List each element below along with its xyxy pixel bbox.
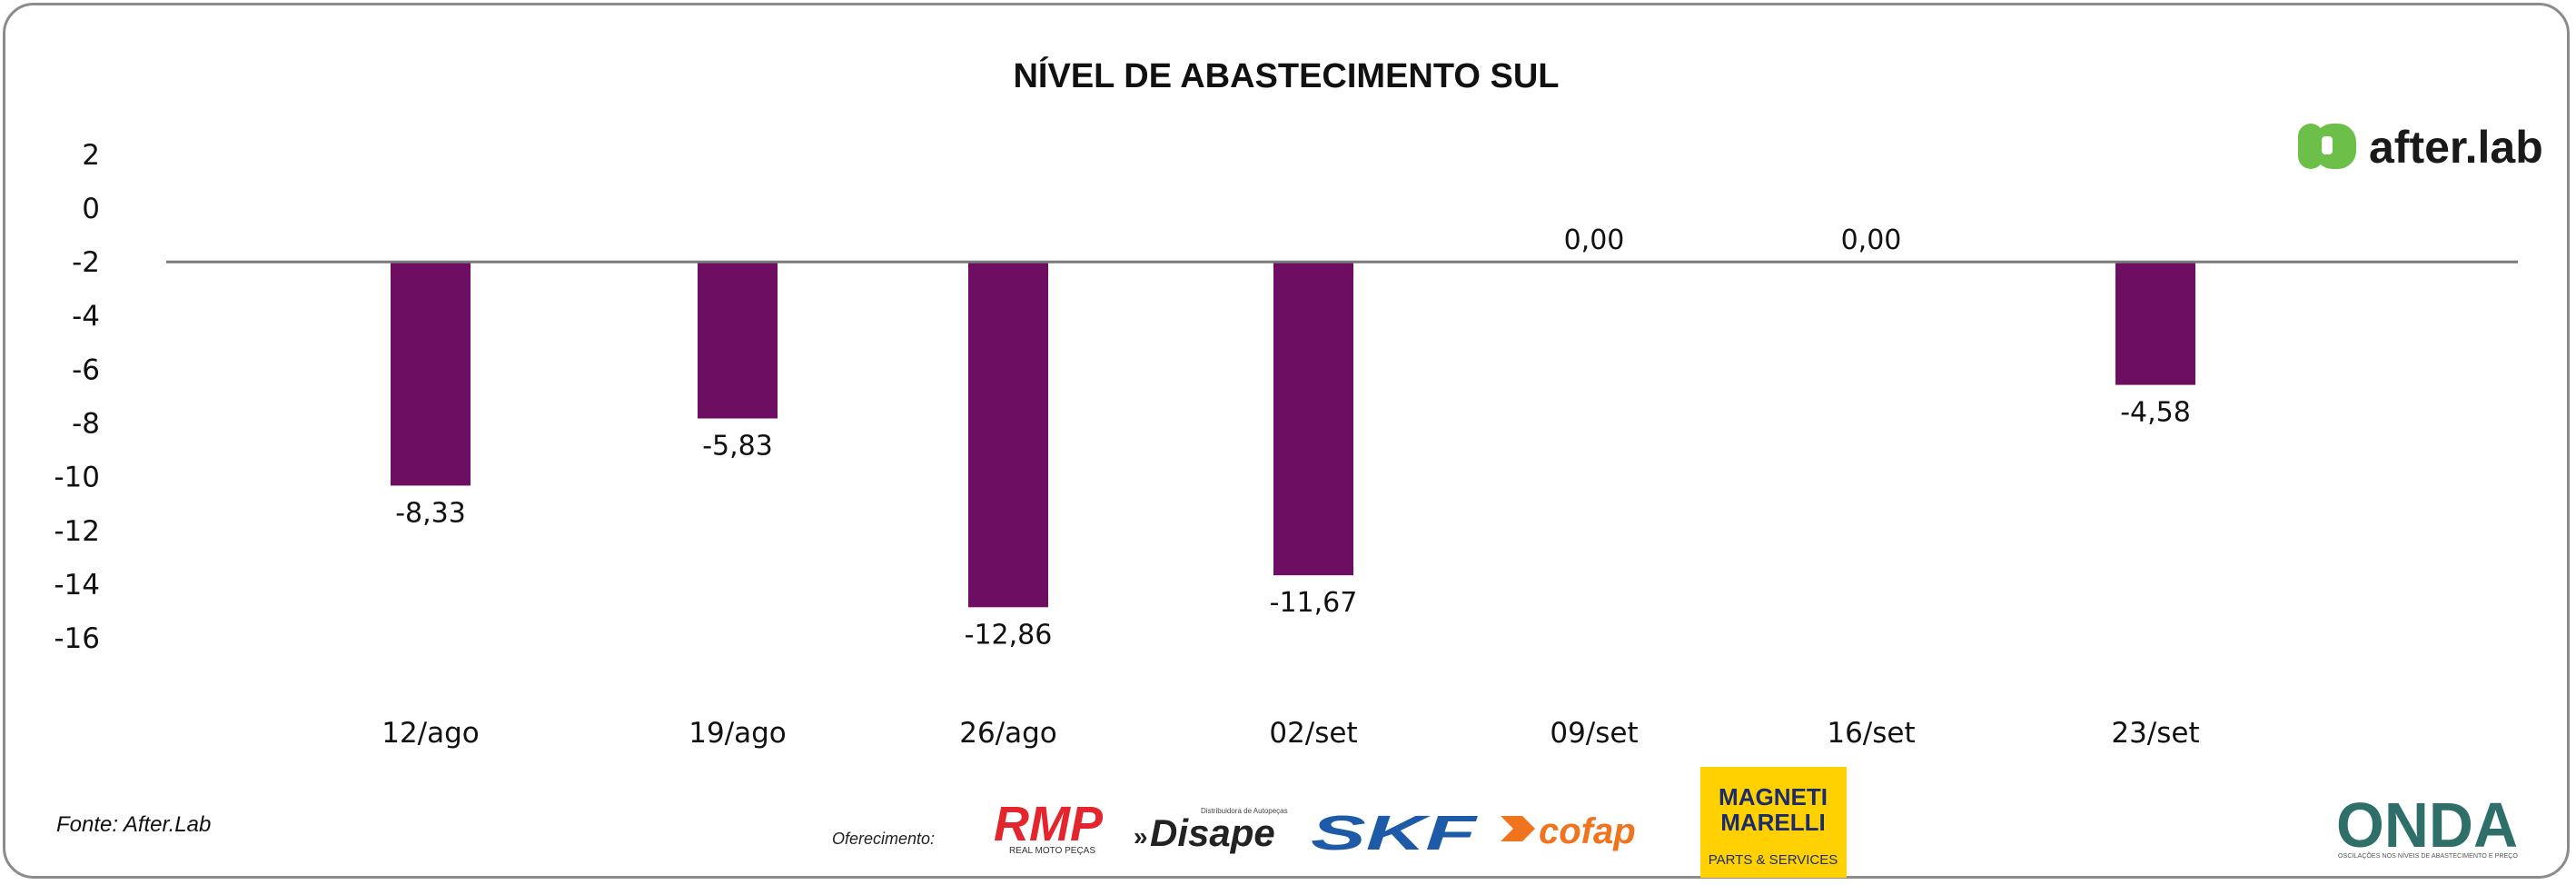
y-tick-label: 2 — [82, 139, 100, 172]
skf-logo-text: SKF — [1311, 806, 1479, 860]
bar — [391, 262, 471, 486]
bar-value-label: -8,33 — [395, 497, 466, 529]
onda-logo: ONDA OSCILAÇÕES NOS NÍVEIS DE ABASTECIME… — [2336, 790, 2519, 860]
bar-value-label: 0,00 — [1564, 224, 1625, 256]
bar-series — [391, 262, 2195, 608]
svg-text:»: » — [1134, 822, 1148, 850]
rmp-logo-text: RMP — [994, 797, 1104, 851]
y-axis: 2 0 -2 -4 -6 -8 -10 -12 -14 -16 — [54, 139, 100, 655]
x-tick-label: 16/set — [1827, 717, 1915, 750]
sponsor-label: Oferecimento: — [832, 830, 935, 848]
magneti-logo-mid: MARELLI — [1720, 809, 1826, 836]
bar — [698, 262, 778, 419]
disape-logo-subtext: Distribuidora de Autopeças — [1201, 807, 1288, 815]
y-tick-label: -14 — [54, 569, 100, 602]
bar-value-label: -4,58 — [2120, 397, 2191, 429]
magneti-marelli-logo: MAGNETI MARELLI PARTS & SERVICES — [1700, 767, 1847, 878]
rmp-logo: RMP REAL MOTO PEÇAS — [994, 797, 1104, 856]
x-axis: 12/ago 19/ago 26/ago 02/set 09/set 16/set 23/s… — [381, 717, 2199, 750]
disape-logo-text: Disape — [1150, 811, 1275, 854]
bar — [2115, 262, 2195, 385]
bar — [1273, 262, 1353, 576]
bar-value-label: -5,83 — [702, 431, 773, 462]
y-tick-label: -8 — [72, 408, 100, 441]
data-labels: -8,33 -5,83 -12,86 -11,67 0,00 0,00 -4,58 — [395, 224, 2191, 651]
afterlab-logo: after.lab — [2298, 122, 2543, 173]
y-tick-label: -4 — [72, 300, 100, 333]
magneti-logo-top: MAGNETI — [1719, 783, 1828, 810]
onda-logo-text: ONDA — [2336, 790, 2518, 860]
x-tick-label: 12/ago — [381, 717, 480, 750]
disape-logo: » Disape Distribuidora de Autopeças — [1134, 807, 1288, 854]
chart-title: NÍVEL DE ABASTECIMENTO SUL — [1013, 55, 1559, 95]
x-tick-label: 26/ago — [959, 717, 1057, 750]
y-tick-label: -2 — [72, 246, 100, 279]
y-tick-label: -16 — [54, 622, 100, 655]
bar-value-label: 0,00 — [1841, 224, 1902, 256]
onda-logo-subtext: OSCILAÇÕES NOS NÍVEIS DE ABASTECIMENTO E… — [2338, 851, 2519, 860]
y-tick-label: 0 — [82, 193, 100, 225]
bar-value-label: -12,86 — [965, 619, 1053, 651]
y-tick-label: -10 — [54, 462, 100, 494]
skf-logo: SKF — [1311, 806, 1479, 860]
y-tick-label: -12 — [54, 515, 100, 548]
x-tick-label: 23/set — [2111, 717, 2199, 750]
bar-value-label: -11,67 — [1270, 587, 1358, 619]
cofap-logo-text: cofap — [1539, 811, 1636, 851]
bar — [968, 262, 1048, 608]
rmp-logo-subtext: REAL MOTO PEÇAS — [1009, 846, 1095, 856]
x-tick-label: 09/set — [1550, 717, 1638, 750]
x-tick-label: 02/set — [1269, 717, 1357, 750]
cofap-logo: cofap — [1501, 811, 1636, 851]
x-tick-label: 19/ago — [689, 717, 787, 750]
afterlab-logo-text: after.lab — [2369, 122, 2543, 173]
y-tick-label: -6 — [72, 353, 100, 386]
magneti-logo-bottom: PARTS & SERVICES — [1709, 852, 1838, 868]
source-label: Fonte: After.Lab — [56, 812, 211, 837]
